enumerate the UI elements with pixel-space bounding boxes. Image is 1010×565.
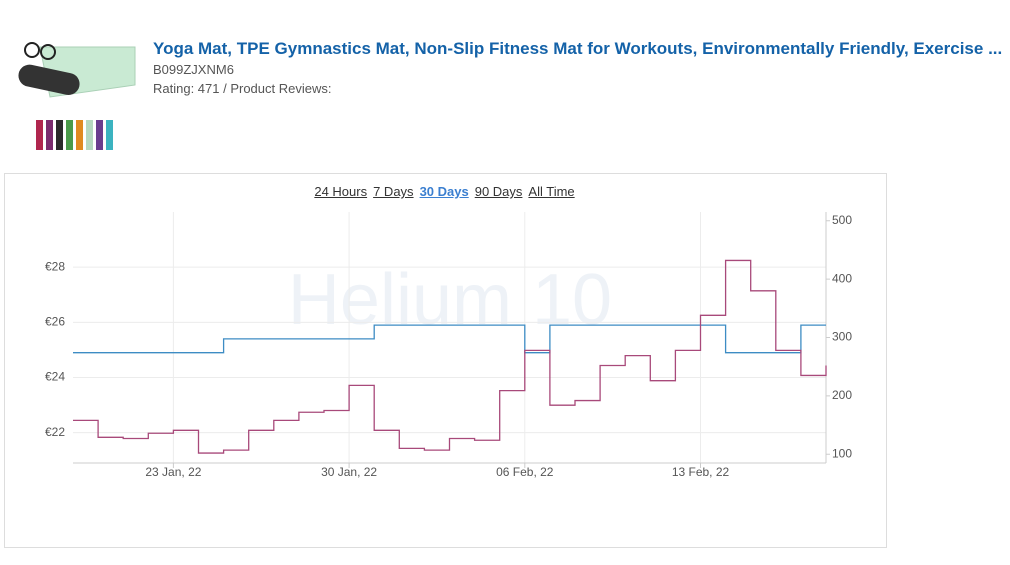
- x-tick-label: 06 Feb, 22: [496, 465, 554, 479]
- range-tab[interactable]: 90 Days: [474, 184, 523, 199]
- y-tick-label: €28: [45, 259, 65, 273]
- watermark: Helium 10: [288, 260, 612, 340]
- chart-panel: [4, 173, 887, 548]
- y-tick-label: €26: [45, 315, 65, 329]
- range-tab[interactable]: 24 Hours: [314, 184, 368, 199]
- range-tab[interactable]: 30 Days: [419, 184, 469, 199]
- range-tab[interactable]: All Time: [528, 184, 575, 199]
- asin: B099ZJXNM6: [153, 62, 234, 77]
- y2-tick-label: 300: [832, 330, 852, 344]
- price-line: [73, 324, 826, 354]
- x-tick-label: 30 Jan, 22: [321, 465, 377, 479]
- y-tick-label: €24: [45, 370, 65, 384]
- price-line: [73, 259, 827, 454]
- range-tab[interactable]: 7 Days: [373, 184, 414, 199]
- x-tick-label: 13 Feb, 22: [672, 465, 730, 479]
- y2-tick-label: 100: [832, 446, 852, 460]
- x-tick-label: 23 Jan, 22: [145, 465, 201, 479]
- rating: Rating: 471 / Product Reviews:: [153, 81, 332, 96]
- y2-tick-label: 400: [832, 271, 852, 285]
- y2-tick-label: 500: [832, 213, 852, 227]
- range-tabs: 24 Hours 7 Days 30 Days 90 Days All Time: [4, 184, 885, 199]
- product-image: [18, 42, 136, 150]
- y2-tick-label: 200: [832, 388, 852, 402]
- y-tick-label: €22: [45, 425, 65, 439]
- product-title[interactable]: Yoga Mat, TPE Gymnastics Mat, Non-Slip F…: [153, 39, 1003, 58]
